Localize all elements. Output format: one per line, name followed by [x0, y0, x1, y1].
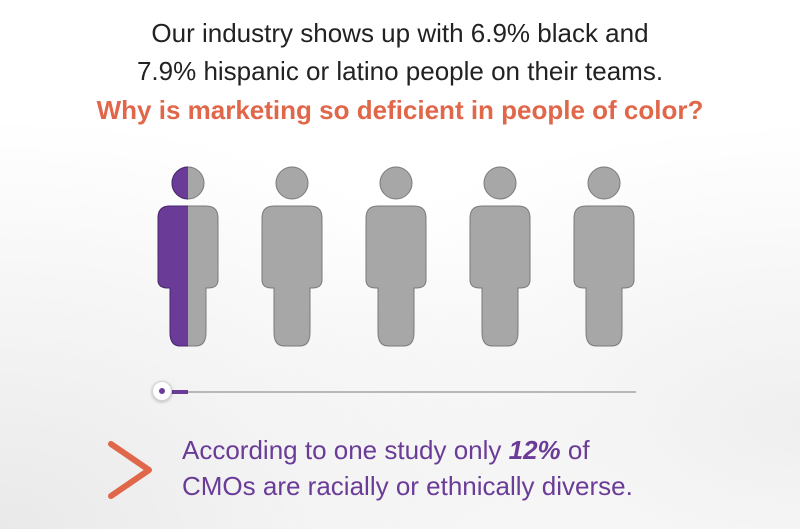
footer-line-1-start: According to one study only — [182, 435, 509, 465]
headline-line-2: 7.9% hispanic or latino people on their … — [136, 56, 664, 86]
progress-slider[interactable] — [150, 380, 640, 404]
footer-statement: According to one study only 12% of CMOs … — [182, 432, 782, 504]
people-figures-graphic — [157, 166, 635, 347]
person-icon — [261, 166, 323, 347]
slider-fill — [164, 390, 188, 394]
person-icon — [573, 166, 635, 347]
people-figures — [140, 160, 660, 360]
headline-line-1: Our industry shows up with 6.9% black an… — [151, 18, 649, 48]
chevron-right-icon — [108, 441, 152, 499]
slider-track — [164, 391, 636, 393]
question-heading: Why is marketing so deficient in people … — [96, 95, 704, 125]
footer-line-2: CMOs are racially or ethnically diverse. — [182, 471, 633, 501]
footer-line-1: According to one study only 12% of — [182, 432, 782, 468]
person-icon — [365, 166, 427, 347]
slider-knob[interactable] — [152, 381, 172, 401]
headline: Our industry shows up with 6.9% black an… — [0, 14, 800, 90]
person-icon — [469, 166, 531, 347]
highlighted-person-half — [157, 166, 188, 347]
footer-line-1-end: of — [560, 435, 590, 465]
footer-percentage: 12% — [508, 435, 561, 465]
